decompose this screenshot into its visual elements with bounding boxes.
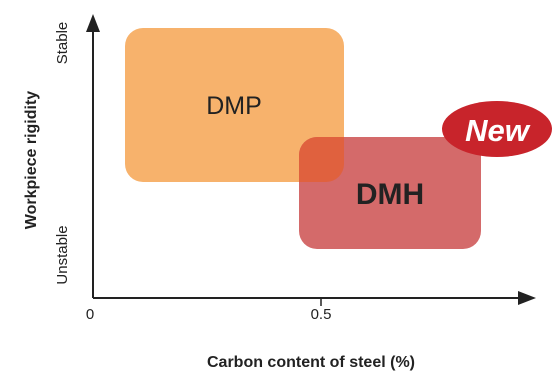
x-tick-label-0: 0 [86, 306, 94, 323]
x-axis-title: Carbon content of steel (%) [207, 354, 415, 371]
dmp-region [125, 28, 344, 182]
y-axis-arrowhead [86, 14, 100, 32]
axes [86, 14, 536, 306]
x-axis-arrowhead [518, 291, 536, 305]
y-axis-title: Workpiece rigidity [23, 91, 40, 230]
dmp-label: DMP [206, 92, 262, 120]
new-badge: New [442, 101, 552, 157]
x-tick-label-0p5: 0.5 [311, 306, 332, 323]
new-badge-text: New [465, 113, 531, 148]
dmh-region [299, 137, 481, 249]
y-axis-low-label: Unstable [54, 225, 71, 284]
dmh-label: DMH [356, 178, 424, 211]
y-axis-high-label: Stable [54, 22, 71, 65]
